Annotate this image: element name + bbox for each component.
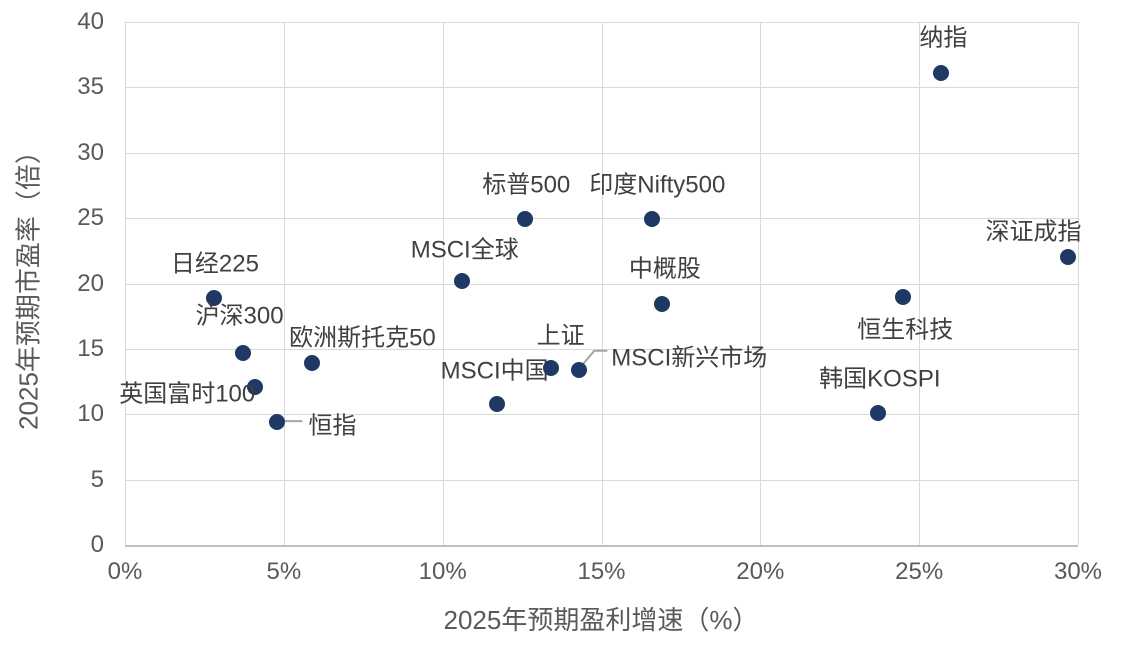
leader-lines — [283, 349, 608, 423]
x-axis-title: 2025年预期盈利增速（%） — [443, 605, 759, 635]
data-point — [933, 64, 950, 81]
point-label: 中概股 — [628, 255, 701, 283]
y-tick-label: 5 — [90, 465, 104, 493]
x-tick-label: 20% — [736, 558, 785, 585]
x-tick-label: 30% — [1053, 558, 1103, 585]
data-point — [653, 296, 670, 313]
data-point — [269, 414, 286, 431]
y-tick-label: 30 — [77, 138, 104, 166]
y-tick-label: 35 — [77, 73, 104, 101]
gridline-horizontal — [125, 152, 1078, 154]
data-point — [234, 344, 251, 361]
data-point — [488, 395, 505, 412]
gridline-horizontal — [125, 22, 1078, 23]
point-label: 恒指 — [308, 412, 357, 440]
leader-line — [582, 349, 608, 365]
point-label: 标普500 — [482, 171, 571, 199]
point-label: 沪深300 — [195, 302, 284, 330]
x-tick-label: 15% — [577, 558, 626, 585]
x-tick-label: 25% — [895, 558, 944, 585]
data-point — [542, 360, 559, 377]
point-label: 纳指 — [919, 24, 968, 52]
gridline-horizontal — [125, 283, 1078, 285]
point-label: MSCI全球 — [410, 236, 519, 264]
point-label: 欧洲斯托克50 — [289, 324, 436, 352]
y-tick-label: 40 — [77, 8, 104, 35]
y-tick-label: 10 — [77, 400, 104, 428]
y-tick-label: 25 — [77, 204, 104, 232]
gridline-vertical — [1078, 22, 1079, 545]
y-tick-label: 15 — [77, 334, 104, 362]
point-label: MSCI新兴市场 — [611, 344, 768, 372]
gridline-horizontal — [125, 479, 1078, 481]
point-label: 上证 — [536, 322, 585, 350]
data-point — [571, 361, 588, 378]
point-label: 韩国KOSPI — [819, 365, 941, 393]
y-tick-label: 0 — [90, 531, 104, 558]
gridline-horizontal — [125, 218, 1078, 220]
point-label: MSCI中国 — [440, 357, 549, 385]
data-point — [453, 272, 470, 289]
x-tick-label: 0% — [107, 558, 143, 585]
plot-area: 日经225 沪深300 英国富时100 恒指 欧洲斯托克50 MSCI全球 MSCI中国 标普… — [119, 22, 1082, 547]
point-label: 英国富时100 — [119, 380, 256, 408]
gridline-horizontal — [125, 348, 1078, 350]
y-tick-label: 20 — [77, 269, 104, 297]
point-label: 深证成指 — [985, 218, 1082, 246]
data-point — [644, 211, 661, 228]
data-point — [517, 211, 534, 228]
gridline-horizontal — [125, 414, 1078, 416]
data-point — [869, 404, 886, 421]
point-label: 印度Nifty500 — [589, 171, 726, 199]
x-tick-label: 5% — [266, 558, 302, 585]
gridline-horizontal — [125, 87, 1078, 89]
point-label: 日经225 — [170, 250, 259, 278]
data-point — [1060, 249, 1077, 266]
data-point — [304, 355, 321, 372]
point-label: 恒生科技 — [857, 316, 954, 344]
data-point — [895, 288, 912, 305]
data-point — [205, 289, 222, 306]
data-point — [247, 378, 264, 395]
x-tick-label: 10% — [418, 558, 467, 585]
